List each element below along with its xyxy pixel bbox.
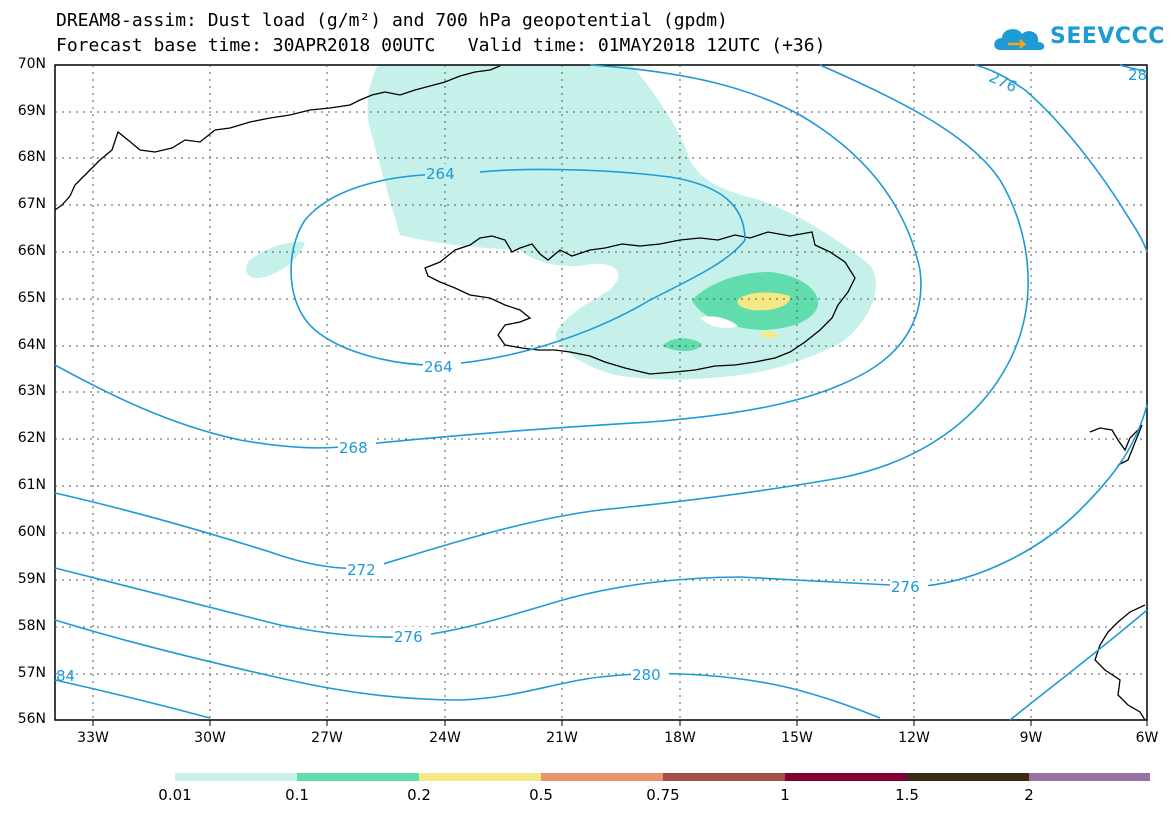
colorbar-label: 0.75 [646, 786, 680, 804]
lat-label: 65N [17, 290, 46, 306]
lon-label: 21W [546, 730, 578, 746]
contour-label: 276 [394, 628, 423, 646]
colorbar-label: 0.1 [285, 786, 309, 804]
lat-label: 70N [17, 56, 46, 72]
lat-label: 60N [17, 524, 46, 540]
lon-label: 15W [781, 730, 813, 746]
lat-label: 62N [17, 430, 46, 446]
contour-284-west [54, 679, 211, 719]
colorbar-label: 1.5 [895, 786, 919, 804]
lat-label: 61N [17, 477, 46, 493]
lon-label: 30W [194, 730, 226, 746]
lat-label: 68N [17, 149, 46, 165]
map-subtitle: Forecast base time: 30APR2018 00UTC Vali… [56, 35, 826, 56]
lon-label: 27W [311, 730, 343, 746]
dust-gap [700, 316, 738, 328]
cloud-icon [994, 29, 1045, 50]
lon-label: 9W [1019, 730, 1043, 746]
contour-264 [290, 168, 746, 366]
contour-label: 84 [56, 667, 75, 685]
contour-276-east [924, 404, 1148, 587]
colorbar-swatch-6 [907, 773, 1029, 781]
contour-280-east [1009, 609, 1148, 721]
colorbar-swatch-0 [175, 773, 297, 781]
lat-label: 66N [17, 243, 46, 259]
colorbar-label: 0.5 [529, 786, 553, 804]
iceland-coast [424, 231, 856, 375]
lon-label: 6W [1135, 730, 1159, 746]
contour-label: 268 [339, 439, 368, 457]
contour-label: 264 [426, 165, 455, 183]
geopotential-contours [54, 64, 1148, 721]
contour-272 [54, 64, 1029, 570]
colorbar-swatch-3 [541, 773, 663, 781]
lat-label: 63N [17, 383, 46, 399]
lon-label: 18W [664, 730, 696, 746]
faroe-coast [1089, 424, 1143, 466]
contour-276-north [974, 64, 1148, 253]
colorbar-swatch-5 [785, 773, 907, 781]
dust-gap-west [520, 264, 612, 315]
contour-label: 280 [632, 666, 661, 684]
contour-label-group: 264 264 268 272 276 276 280 276 84 28 [56, 66, 1147, 685]
contour-label: 272 [347, 561, 376, 579]
dust-shading [246, 65, 876, 380]
lat-label: 57N [17, 665, 46, 681]
dust-region-light [367, 65, 876, 380]
contour-280 [54, 619, 881, 719]
contour-268 [54, 64, 922, 449]
lat-label: 64N [17, 337, 46, 353]
dust-region-light-west [246, 241, 305, 279]
dust-region-high-small [760, 331, 778, 339]
contour-label: 264 [424, 358, 453, 376]
lon-label: 33W [77, 730, 109, 746]
greenland-coast [54, 65, 501, 211]
colorbar-swatch-2 [419, 773, 541, 781]
lat-label: 56N [17, 711, 46, 727]
dust-region-medium-south [662, 338, 702, 352]
colorbar [175, 773, 1150, 781]
lat-label: 69N [17, 103, 46, 119]
contour-label: 28 [1128, 66, 1147, 84]
map-title: DREAM8-assim: Dust load (g/m²) and 700 h… [56, 10, 728, 31]
contour-label: 276 [891, 578, 920, 596]
colorbar-swatch-4 [663, 773, 785, 781]
contour-label: 276 [986, 68, 1020, 96]
colorbar-label: 2 [1024, 786, 1034, 804]
lon-label: 24W [429, 730, 461, 746]
colorbar-swatch-7 [1029, 773, 1150, 781]
dust-region-high [737, 292, 791, 311]
colorbar-label: 1 [780, 786, 790, 804]
lat-label: 59N [17, 571, 46, 587]
lon-label: 12W [898, 730, 930, 746]
scotland-coast [1094, 604, 1146, 721]
axis-ticks [92, 720, 1148, 726]
colorbar-label: 0.2 [407, 786, 431, 804]
colorbar-label: 0.01 [158, 786, 192, 804]
coastlines [54, 65, 1146, 721]
graticule [55, 65, 1147, 720]
lat-label: 58N [17, 618, 46, 634]
contour-north-east [1119, 64, 1148, 73]
colorbar-swatch-1 [297, 773, 419, 781]
contour-276-west [54, 567, 891, 638]
lat-label: 67N [17, 196, 46, 212]
logo-text: SEEVCCC [1050, 24, 1165, 49]
